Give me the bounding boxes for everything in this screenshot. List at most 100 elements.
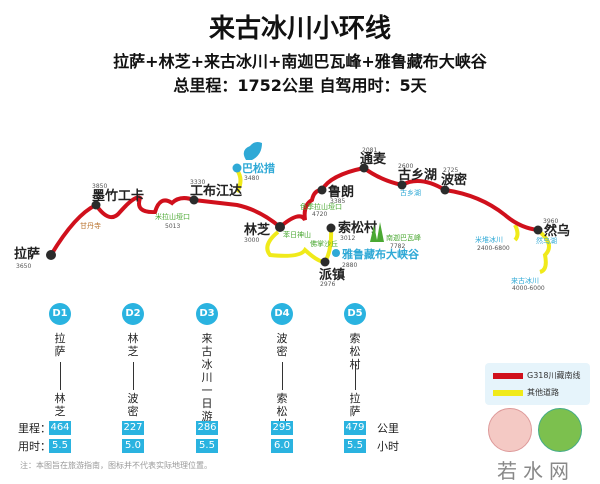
map-label: 然乌 — [544, 223, 570, 239]
hours-unit: 小时 — [377, 440, 399, 453]
sight-laigu: 来古冰川 — [511, 276, 539, 285]
day-from: 波密 — [276, 332, 288, 358]
map-label: 3330 — [190, 179, 205, 186]
legend-g318: G318川藏南线 — [527, 371, 581, 380]
map-label: 鲁朗 — [328, 184, 354, 200]
brand-avatar — [538, 408, 582, 452]
day-km: 295 — [271, 421, 293, 435]
map-label: 3385 — [330, 198, 345, 205]
map-label: 2081 — [362, 147, 377, 154]
day-badge: D3 — [196, 303, 218, 325]
map-label: 3850 — [92, 183, 107, 190]
day-to: 拉萨 — [349, 392, 361, 418]
map-label: 3000 — [244, 237, 259, 244]
map-label: 2600 — [398, 163, 413, 170]
sight-benri: 苯日神山 — [283, 230, 311, 239]
day-route-line — [133, 362, 134, 390]
route-summary: 总里程：1752公里 自驾用时：5天 — [173, 76, 427, 95]
map-label: 7782 — [390, 243, 405, 250]
day-hours: 5.5 — [344, 439, 366, 453]
day-hours: 5.5 — [196, 439, 218, 453]
sight-canyon: 雅鲁藏布大峡谷 — [342, 247, 420, 261]
map-label: 古乡湖 — [398, 167, 437, 183]
mountain-icon — [370, 222, 384, 242]
day-badge: D2 — [122, 303, 144, 325]
day-km: 479 — [344, 421, 366, 435]
day-hours: 5.0 — [122, 439, 144, 453]
site-logo: 若水网 — [497, 459, 575, 483]
day-to: 林芝 — [54, 392, 66, 418]
day-from: 拉萨 — [54, 332, 66, 358]
city-dot-bomi — [440, 185, 450, 195]
map-label: 墨竹工卡 — [92, 188, 144, 204]
sight-fozhang: 佛掌沙丘 — [310, 239, 338, 248]
map-label: 2725 — [443, 167, 458, 174]
sight-basongcuo: 巴松措 — [242, 161, 275, 175]
day-km: 464 — [49, 421, 71, 435]
km-label: 里程： — [18, 422, 51, 435]
km-unit: 公里 — [377, 422, 399, 435]
legend-swatch-g318 — [493, 373, 523, 379]
map-label: 2400-6800 — [477, 245, 510, 252]
day-hours: 5.5 — [49, 439, 71, 453]
city-dot-lhasa — [46, 250, 56, 260]
map-label: 工布江达 — [190, 183, 242, 199]
sight-gandan: 甘丹寺 — [80, 221, 101, 230]
sight-mila: 米拉山垭口 — [155, 212, 190, 221]
route-subtitle: 拉萨+林芝+来古冰川+南迦巴瓦峰+雅鲁藏布大峡谷 — [113, 52, 487, 71]
hours-label: 用时： — [18, 440, 51, 453]
day-hours: 6.0 — [271, 439, 293, 453]
day-badge: D1 — [49, 303, 71, 325]
road-laigu — [538, 230, 551, 274]
city-dot-tongmai — [359, 163, 369, 173]
sight-nanjiabawa: 南迦巴瓦峰 — [386, 233, 421, 242]
map-label: 4720 — [312, 211, 327, 218]
day-route-line — [60, 362, 61, 390]
sight-guxianghu: 古乡湖 — [400, 188, 421, 197]
map-label: 2880 — [342, 262, 357, 269]
road-midui — [513, 224, 520, 242]
city-dot-ranwu — [533, 225, 543, 235]
map-label: 派镇 — [319, 267, 345, 283]
map-label: 林芝 — [244, 222, 270, 238]
map-label: 通麦 — [360, 151, 387, 167]
route-map: 拉萨 3650 墨竹工卡 3850 工布江达 3330 林芝 3000 鲁朗 3… — [14, 142, 570, 292]
day-from: 来古冰川一日游 — [201, 332, 213, 423]
city-dot-lulang — [317, 185, 327, 195]
map-label: 4000-6000 — [512, 285, 545, 292]
legend: G318川藏南线 其他道路 — [485, 363, 590, 405]
day-from: 林芝 — [127, 332, 139, 358]
map-label: 3960 — [543, 218, 558, 225]
page-title: 来古冰川小环线 — [208, 14, 391, 44]
map-label: 3650 — [16, 263, 31, 270]
day-route-line — [355, 362, 356, 390]
city-dot-gongbo — [189, 195, 199, 205]
city-label: 拉萨 — [14, 246, 40, 262]
day-route-line — [282, 362, 283, 390]
map-label: 索松村 — [338, 220, 377, 236]
map-label: 2976 — [320, 281, 335, 288]
map-label: 3480 — [244, 175, 259, 182]
city-dot-guxiang — [397, 180, 407, 190]
legend-other: 其他道路 — [527, 388, 559, 397]
day-badge: D5 — [344, 303, 366, 325]
sight-sejila: 色季拉山垭口 — [300, 202, 342, 211]
map-label: 5013 — [165, 223, 180, 230]
day-km: 286 — [196, 421, 218, 435]
road-g318 — [49, 165, 539, 257]
city-dot-maizhokunggar — [91, 200, 101, 210]
city-dot-pai — [320, 257, 330, 267]
sight-ranwuhu: 然乌湖 — [536, 236, 557, 245]
footnote: 注：本图旨在旅游指南，图标并不代表实际地理位置。 — [20, 461, 212, 470]
city-dot-suosong — [326, 223, 336, 233]
legend-swatch-other — [493, 390, 523, 396]
author-avatar — [488, 408, 532, 452]
road-pai — [265, 230, 326, 264]
map-label: 波密 — [441, 172, 467, 188]
lake-icon — [243, 142, 262, 160]
day-to: 波密 — [127, 392, 139, 418]
day-badge: D4 — [271, 303, 293, 325]
day-km: 227 — [122, 421, 144, 435]
map-label: 3012 — [340, 235, 355, 242]
sight-midui: 米堆冰川 — [475, 235, 503, 244]
